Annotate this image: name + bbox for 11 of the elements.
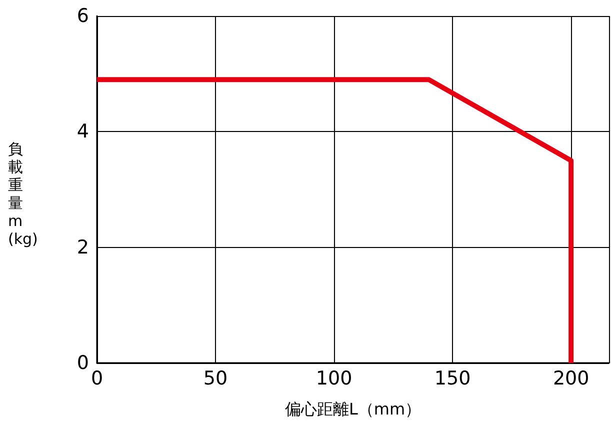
y-axis-title: 負載重量m(kg) [8, 140, 38, 248]
x-axis-title: 偏心距離L（mm） [284, 400, 422, 418]
x-tick-label: 200 [552, 368, 590, 390]
y-tick-label: 6 [76, 5, 89, 27]
x-tick-label: 150 [434, 368, 471, 390]
x-tick-label: 50 [203, 368, 228, 390]
x-tick-label: 0 [90, 368, 104, 390]
y-tick-label: 2 [76, 236, 89, 258]
y-tick-label: 4 [76, 120, 89, 143]
y-tick-label: 0 [76, 352, 89, 374]
x-tick-label: 100 [316, 368, 352, 390]
